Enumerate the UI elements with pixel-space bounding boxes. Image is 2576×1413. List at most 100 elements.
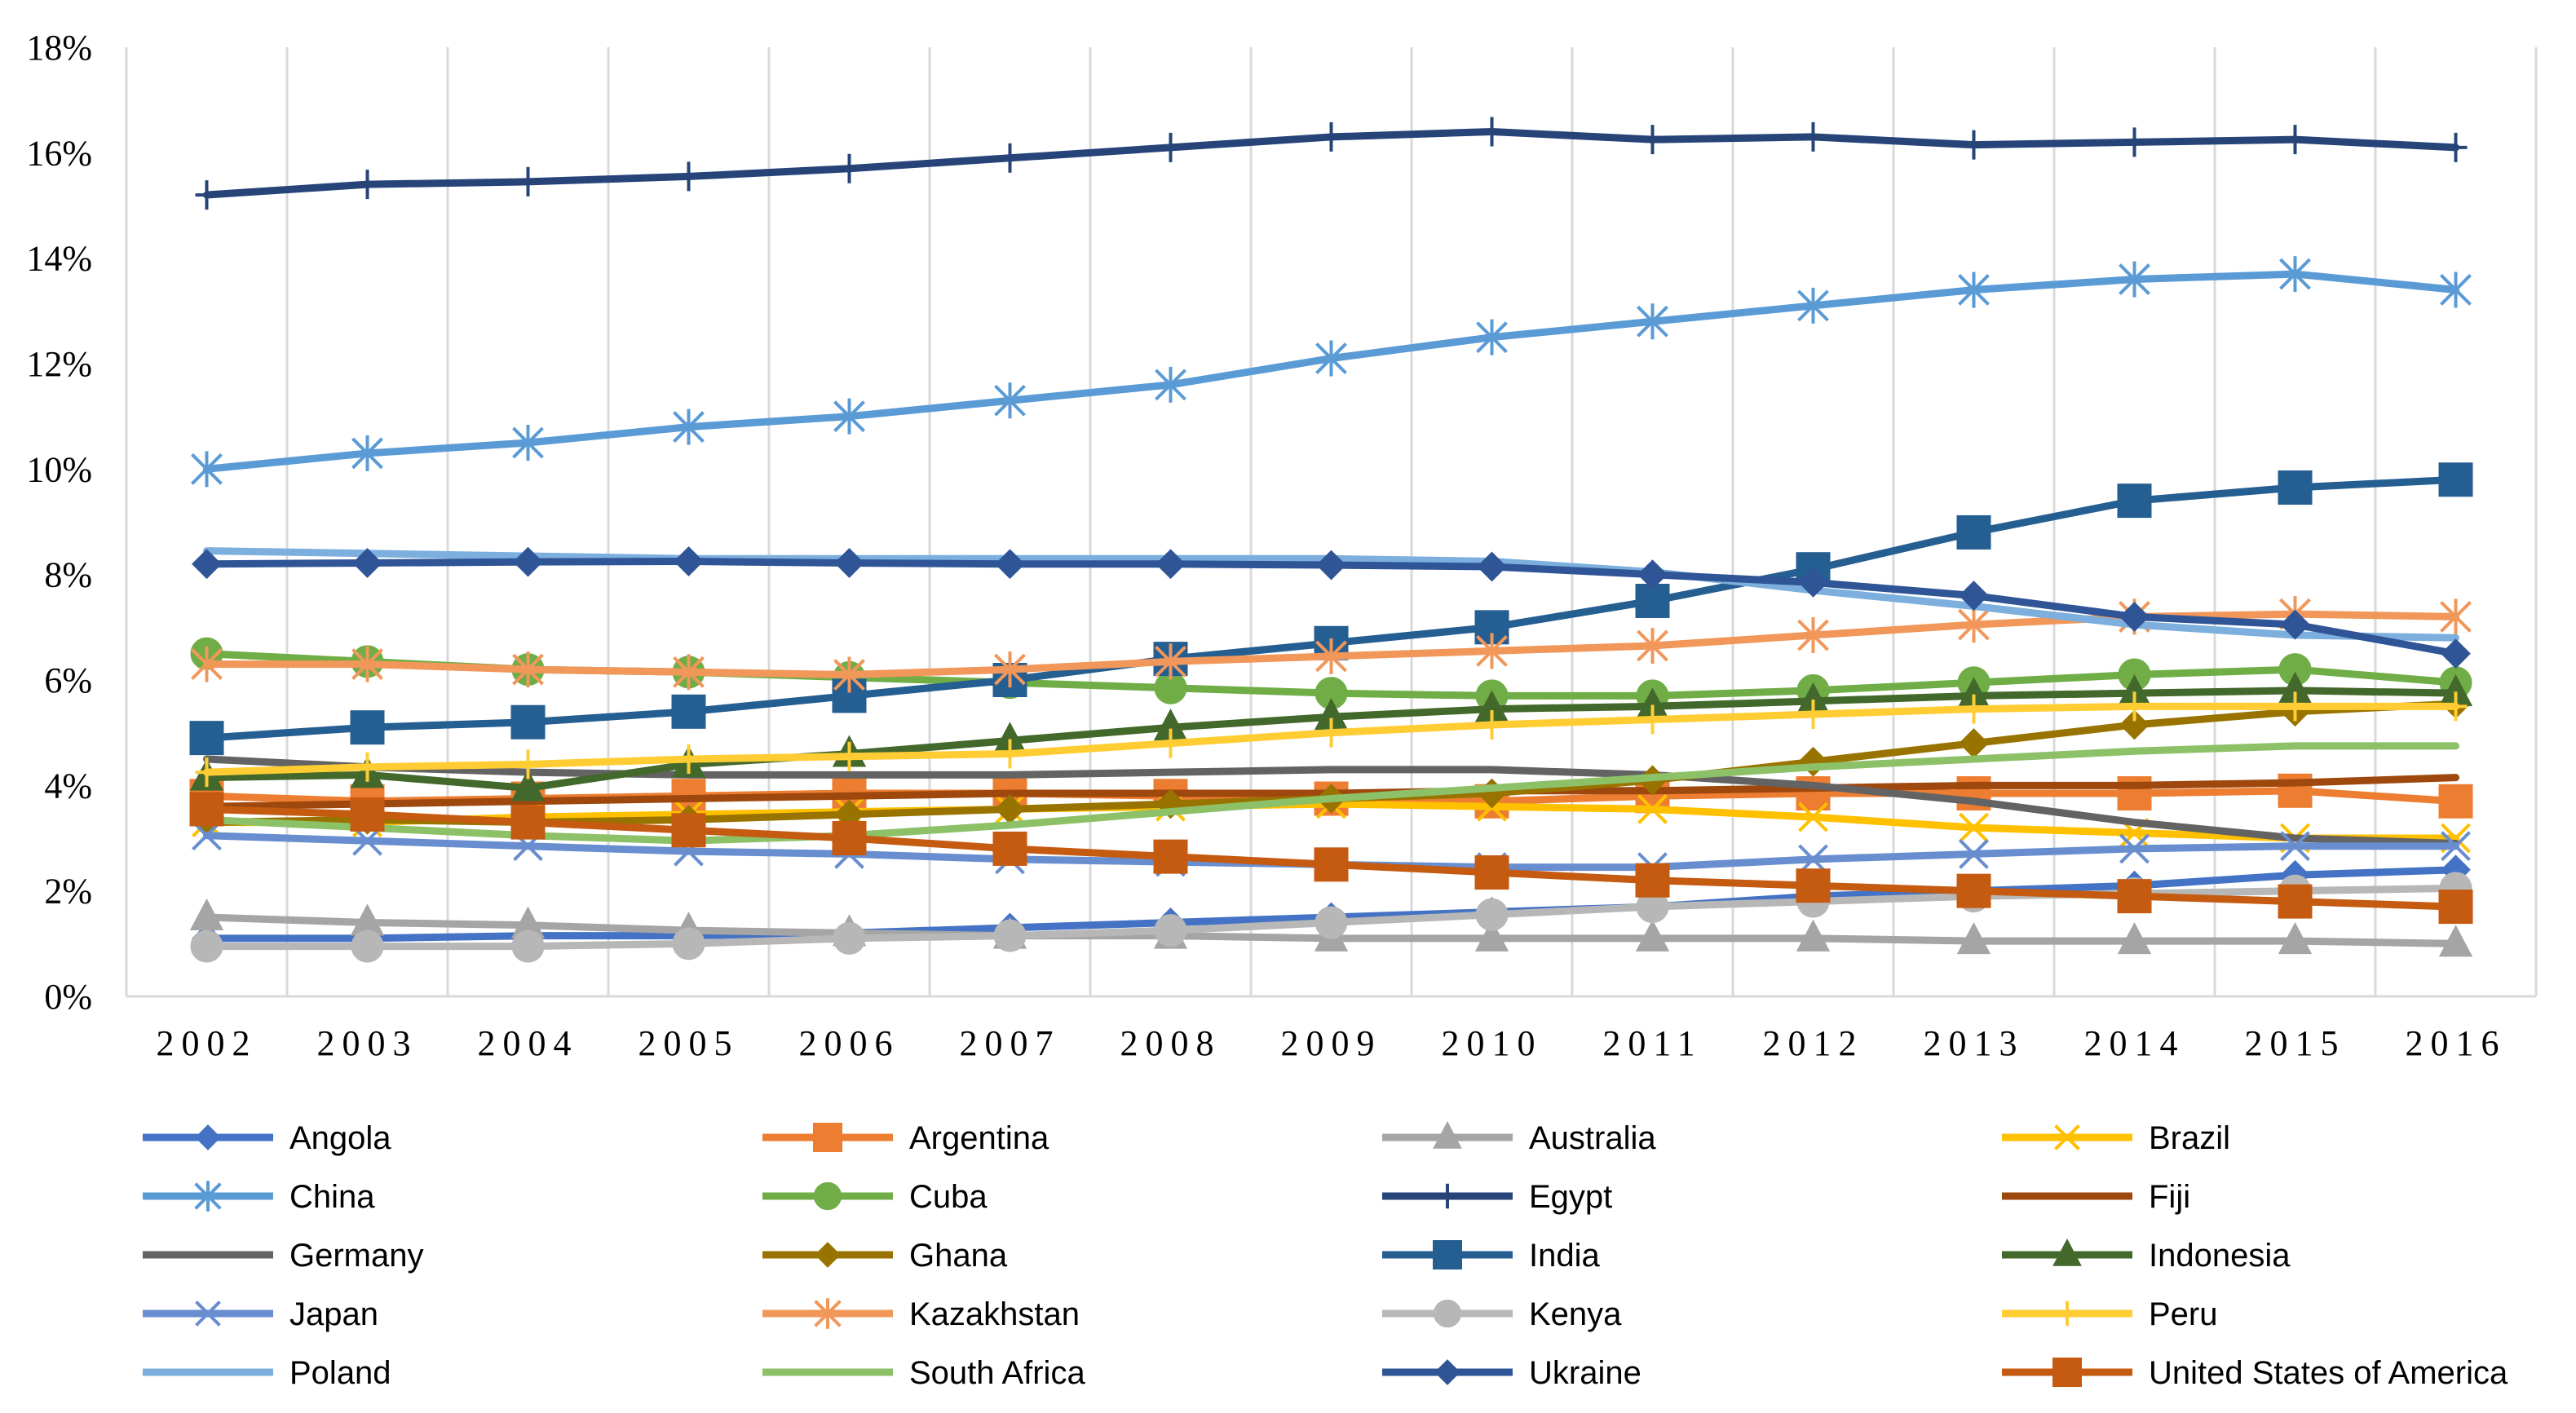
data-point xyxy=(1155,549,1186,580)
data-point xyxy=(1956,921,1991,955)
data-point xyxy=(195,1124,221,1150)
legend-label: Kazakhstan xyxy=(909,1296,1080,1332)
data-point xyxy=(833,921,866,955)
data-point xyxy=(994,382,1026,419)
data-point xyxy=(2119,261,2150,298)
data-point xyxy=(1153,839,1188,874)
data-point xyxy=(833,398,865,435)
data-point xyxy=(512,425,544,461)
data-point xyxy=(813,1123,842,1152)
data-point xyxy=(1433,1240,1462,1269)
data-point xyxy=(195,757,219,788)
data-point xyxy=(1433,1299,1462,1328)
legend-label: Japan xyxy=(289,1296,378,1332)
data-point xyxy=(834,548,864,578)
data-point xyxy=(994,651,1026,688)
data-point xyxy=(2119,601,2150,632)
data-point xyxy=(189,898,224,930)
data-point xyxy=(2123,127,2146,157)
legend-item-kazakhstan: Kazakhstan xyxy=(762,1296,1080,1332)
data-point xyxy=(673,654,705,691)
x-tick-label: 2013 xyxy=(1924,1023,2025,1063)
data-point xyxy=(1798,567,1828,598)
series-line xyxy=(203,742,2459,845)
data-point xyxy=(2057,1300,2077,1327)
data-point xyxy=(1956,873,1991,908)
data-point xyxy=(2052,1239,2082,1266)
data-point xyxy=(2279,256,2311,293)
data-point xyxy=(1959,728,1989,759)
legend-label: United States of America xyxy=(2149,1355,2508,1391)
data-point xyxy=(1962,694,1986,724)
data-point xyxy=(1159,132,1182,162)
x-tick-label: 2015 xyxy=(2245,1023,2346,1063)
y-tick-label: 12% xyxy=(26,344,92,384)
data-point xyxy=(1315,906,1348,939)
data-point xyxy=(189,792,224,827)
data-point xyxy=(1474,855,1509,890)
legend-item-egypt: Egypt xyxy=(1382,1179,1612,1215)
data-point xyxy=(1637,303,1668,340)
data-point xyxy=(671,694,706,729)
data-point xyxy=(1641,125,1664,155)
y-tick-label: 4% xyxy=(44,766,92,806)
legend-label: Ukraine xyxy=(1529,1355,1641,1391)
legend-item-poland: Poland xyxy=(143,1355,391,1391)
data-point xyxy=(2441,638,2471,669)
data-point xyxy=(2283,691,2307,722)
x-tick-label: 2014 xyxy=(2084,1023,2185,1063)
series-united-states-of-america xyxy=(189,792,2473,925)
data-point xyxy=(1476,319,1508,355)
data-point xyxy=(673,408,705,445)
data-point xyxy=(510,805,546,840)
data-point xyxy=(677,161,700,192)
data-point xyxy=(2117,879,2152,914)
series-egypt xyxy=(195,117,2468,210)
series-germany xyxy=(203,755,2459,847)
x-tick-label: 2016 xyxy=(2406,1023,2507,1063)
data-point xyxy=(2052,1358,2082,1387)
data-point xyxy=(351,929,384,963)
data-point xyxy=(2438,890,2473,925)
data-point xyxy=(998,143,1022,173)
data-point xyxy=(350,797,385,832)
data-point xyxy=(2444,691,2468,722)
legend-item-angola: Angola xyxy=(143,1120,391,1156)
data-point xyxy=(671,813,706,848)
data-point xyxy=(356,752,379,782)
data-point xyxy=(1159,728,1182,758)
legend-item-germany: Germany xyxy=(143,1238,424,1274)
data-point xyxy=(189,721,224,756)
data-point xyxy=(510,769,546,801)
legend-item-united-states-of-america: United States of America xyxy=(2002,1355,2508,1391)
data-point xyxy=(195,1300,221,1327)
data-point xyxy=(512,651,544,688)
data-point xyxy=(1434,1359,1460,1385)
legend-label: South Africa xyxy=(909,1355,1085,1391)
legend-label: Germany xyxy=(289,1238,424,1274)
x-tick-label: 2003 xyxy=(317,1023,418,1063)
legend-item-ukraine: Ukraine xyxy=(1382,1355,1641,1391)
data-point xyxy=(2278,921,2313,955)
data-point xyxy=(1958,272,1990,308)
data-point xyxy=(1438,1183,1457,1209)
legend-item-japan: Japan xyxy=(143,1296,378,1332)
data-point xyxy=(995,549,1025,580)
legend-label: China xyxy=(289,1179,375,1215)
legend-item-india: India xyxy=(1382,1238,1600,1274)
legend-label: Australia xyxy=(1529,1120,1656,1156)
data-point xyxy=(1959,581,1989,611)
data-point xyxy=(2440,272,2472,308)
data-point xyxy=(2278,470,2313,505)
data-point xyxy=(2119,709,2150,740)
data-point xyxy=(1801,700,1825,730)
data-point xyxy=(1959,838,1989,869)
y-tick-label: 10% xyxy=(26,449,92,489)
data-point xyxy=(192,820,222,851)
legend-item-argentina: Argentina xyxy=(762,1120,1049,1156)
data-point xyxy=(510,704,546,740)
data-point xyxy=(2438,784,2473,819)
data-point xyxy=(2444,132,2468,162)
legend-label: India xyxy=(1529,1238,1600,1274)
